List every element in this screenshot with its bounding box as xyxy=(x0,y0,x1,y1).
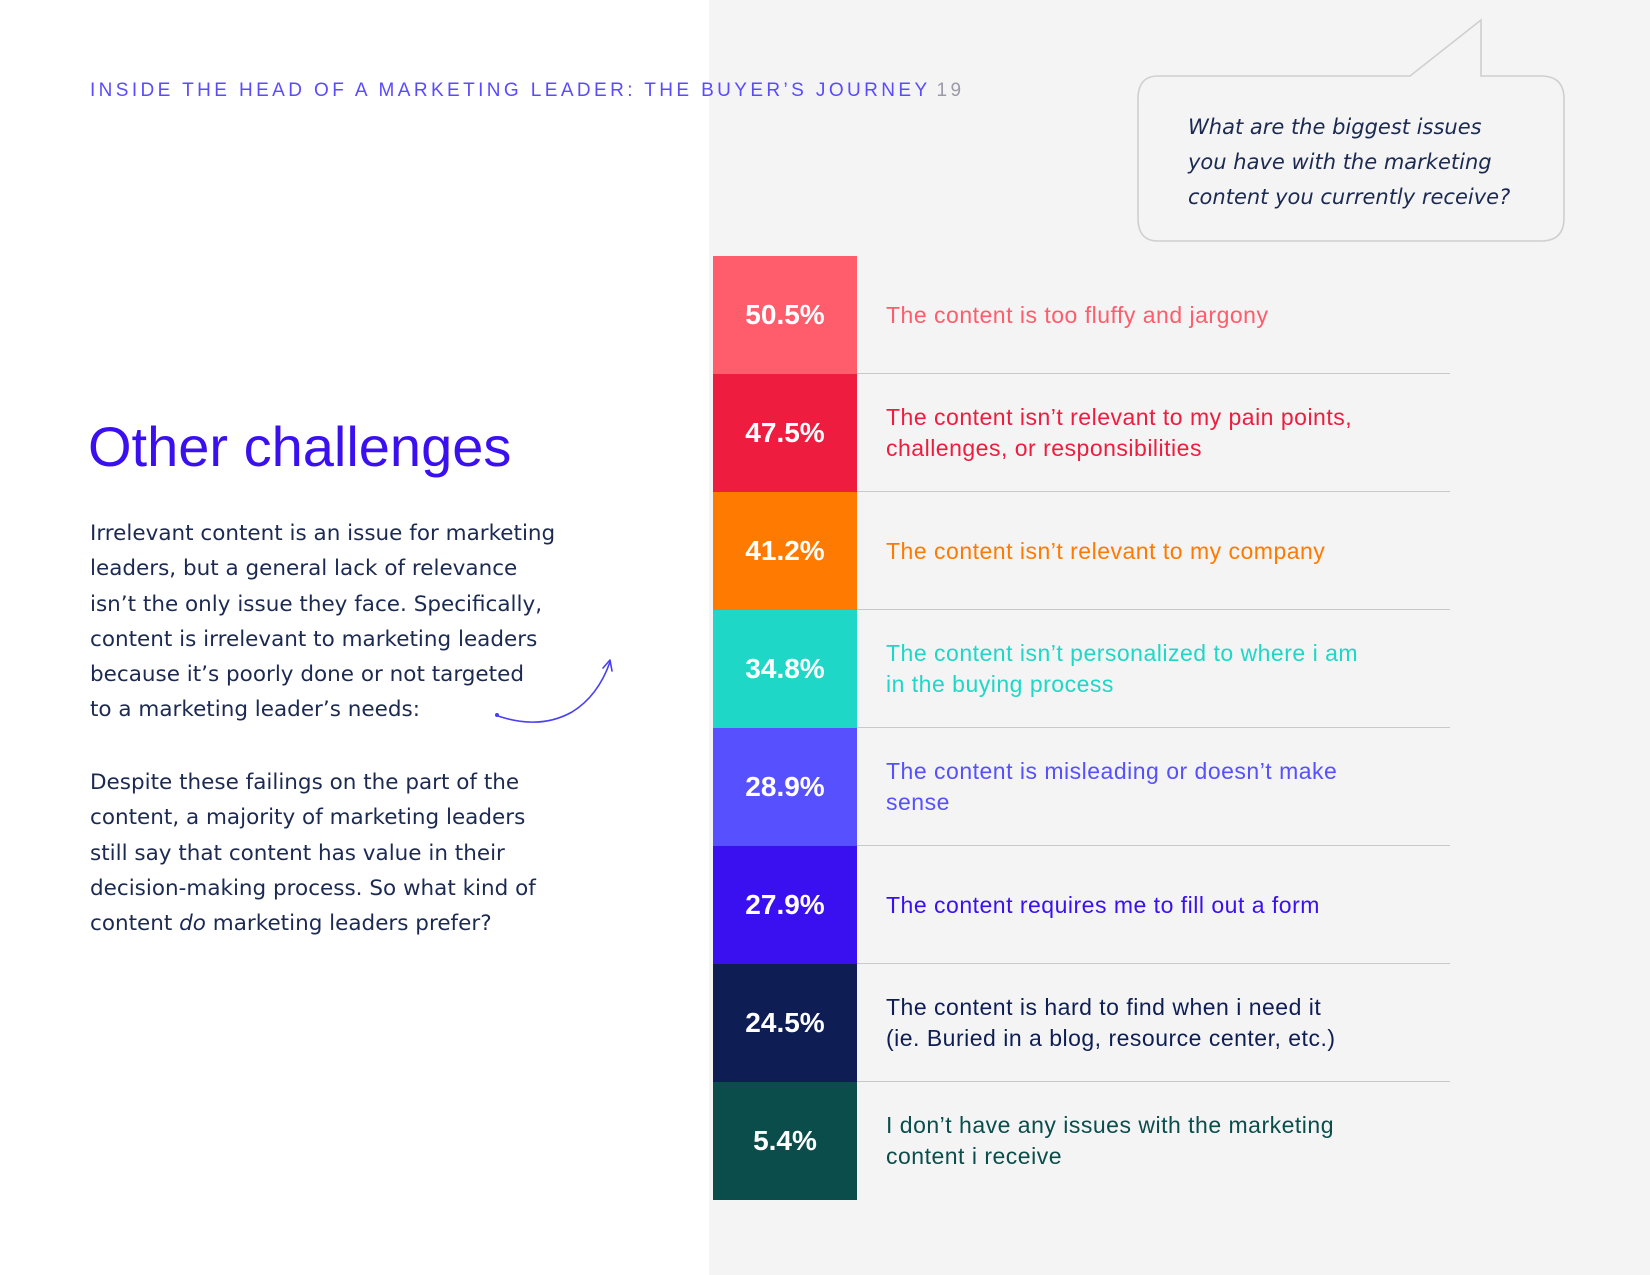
paragraph-line: content, a majority of marketing leaders xyxy=(90,805,526,831)
row-divider xyxy=(857,609,1450,610)
issue-label-line: The content is misleading or doesn’t mak… xyxy=(886,758,1338,784)
conclusion-paragraph: Despite these failings on the part of th… xyxy=(90,765,570,941)
value-box: 47.5% xyxy=(713,374,857,492)
speech-bubble-icon xyxy=(1137,18,1565,242)
header-title: INSIDE THE HEAD OF A MARKETING LEADER: T… xyxy=(90,80,931,101)
page-number: 19 xyxy=(936,80,965,101)
intro-paragraph: Irrelevant content is an issue for marke… xyxy=(90,516,570,728)
chart-row: 27.9% The content requires me to fill out… xyxy=(713,846,1450,964)
issue-label: The content requires me to fill out a fo… xyxy=(886,846,1426,964)
row-divider xyxy=(857,373,1450,374)
issue-label-line: The content isn’t relevant to my company xyxy=(886,537,1326,564)
emphasis-text: do xyxy=(179,911,206,937)
issue-label: The content isn’t personalized to where … xyxy=(886,610,1426,728)
question-text: What are the biggest issues you have wit… xyxy=(1188,110,1548,215)
issue-label-text: The content requires me to fill out a fo… xyxy=(886,890,1320,921)
value-box: 27.9% xyxy=(713,846,857,964)
value-box: 50.5% xyxy=(713,256,857,374)
row-divider xyxy=(857,727,1450,728)
curved-arrow-icon xyxy=(495,659,613,723)
chart-row: 24.5% The content is hard to find when i … xyxy=(713,964,1450,1082)
paragraph-line: to a marketing leader’s needs: xyxy=(90,697,420,723)
issue-label-text: I don’t have any issues with the marketi… xyxy=(886,1110,1334,1172)
issue-label-line: The content isn’t relevant to my pain po… xyxy=(886,404,1353,430)
chart-row: 47.5% The content isn’t relevant to my pa… xyxy=(713,374,1450,492)
issue-label-line: (ie. Buried in a blog, resource center, … xyxy=(886,1025,1336,1051)
value-box: 24.5% xyxy=(713,964,857,1082)
paragraph-line: decision-making process. So what kind of xyxy=(90,875,536,901)
issue-label-text: The content is misleading or doesn’t mak… xyxy=(886,756,1337,818)
text-run: marketing leaders prefer? xyxy=(205,911,492,937)
issues-chart: 50.5% The content is too fluffy and jargo… xyxy=(713,256,1450,1200)
issue-label-line: The content requires me to fill out a fo… xyxy=(886,891,1320,918)
row-divider xyxy=(857,491,1450,492)
row-divider xyxy=(857,963,1450,964)
chart-row: 41.2% The content isn’t relevant to my co… xyxy=(713,492,1450,610)
paragraph-line: content is irrelevant to marketing leade… xyxy=(90,626,538,652)
issue-label: The content isn’t relevant to my pain po… xyxy=(886,374,1426,492)
paragraph-line: Irrelevant content is an issue for marke… xyxy=(90,521,556,546)
value-box: 41.2% xyxy=(713,492,857,610)
chart-row: 5.4% I don’t have any issues with the mar… xyxy=(713,1082,1450,1200)
issue-label-text: The content isn’t relevant to my company xyxy=(886,536,1325,567)
running-header: INSIDE THE HEAD OF A MARKETING LEADER: T… xyxy=(90,80,964,102)
issue-label-line: challenges, or responsibilities xyxy=(886,435,1202,461)
issue-label-text: The content is too fluffy and jargony xyxy=(886,300,1268,331)
row-divider xyxy=(857,1081,1450,1082)
issue-label-line: The content is too fluffy and jargony xyxy=(886,301,1269,328)
question-line: What are the biggest issues xyxy=(1188,115,1482,139)
paragraph-line: isn’t the only issue they face. Specific… xyxy=(90,591,543,617)
issue-label-text: The content is hard to find when i need … xyxy=(886,992,1336,1054)
question-line: you have with the marketing xyxy=(1188,150,1492,174)
issue-label-line: The content is hard to find when i need … xyxy=(886,994,1322,1020)
issue-label: The content is misleading or doesn’t mak… xyxy=(886,728,1426,846)
issue-label: The content is hard to find when i need … xyxy=(886,964,1426,1082)
paragraph-line: still say that content has value in thei… xyxy=(90,840,505,866)
value-box: 5.4% xyxy=(713,1082,857,1200)
chart-row: 50.5% The content is too fluffy and jargo… xyxy=(713,256,1450,374)
issue-label-text: The content isn’t personalized to where … xyxy=(886,638,1358,700)
chart-row: 28.9% The content is misleading or doesn’… xyxy=(713,728,1450,846)
paragraph-line: leaders, but a general lack of relevance xyxy=(90,556,518,582)
issue-label: The content is too fluffy and jargony xyxy=(886,256,1426,374)
issue-label-line: sense xyxy=(886,789,950,815)
question-line: content you currently receive? xyxy=(1188,185,1511,209)
value-box: 34.8% xyxy=(713,610,857,728)
paragraph-line: because it’s poorly done or not targeted xyxy=(90,662,524,688)
issue-label-line: content i receive xyxy=(886,1143,1062,1169)
section-title: Other challenges xyxy=(88,415,512,478)
paragraph-line: Despite these failings on the part of th… xyxy=(90,770,520,795)
issue-label-line: The content isn’t personalized to where … xyxy=(886,640,1359,666)
issue-label-line: I don’t have any issues with the marketi… xyxy=(886,1112,1335,1138)
issue-label: The content isn’t relevant to my company xyxy=(886,492,1426,610)
value-box: 28.9% xyxy=(713,728,857,846)
text-run: content xyxy=(90,911,180,937)
issue-label-text: The content isn’t relevant to my pain po… xyxy=(886,402,1352,464)
chart-row: 34.8% The content isn’t personalized to w… xyxy=(713,610,1450,728)
issue-label-line: in the buying process xyxy=(886,671,1114,697)
paragraph-line: content do marketing leaders prefer? xyxy=(90,906,570,941)
row-divider xyxy=(857,845,1450,846)
issue-label: I don’t have any issues with the marketi… xyxy=(886,1082,1426,1200)
